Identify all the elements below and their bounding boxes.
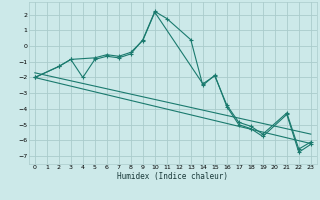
X-axis label: Humidex (Indice chaleur): Humidex (Indice chaleur)	[117, 172, 228, 181]
